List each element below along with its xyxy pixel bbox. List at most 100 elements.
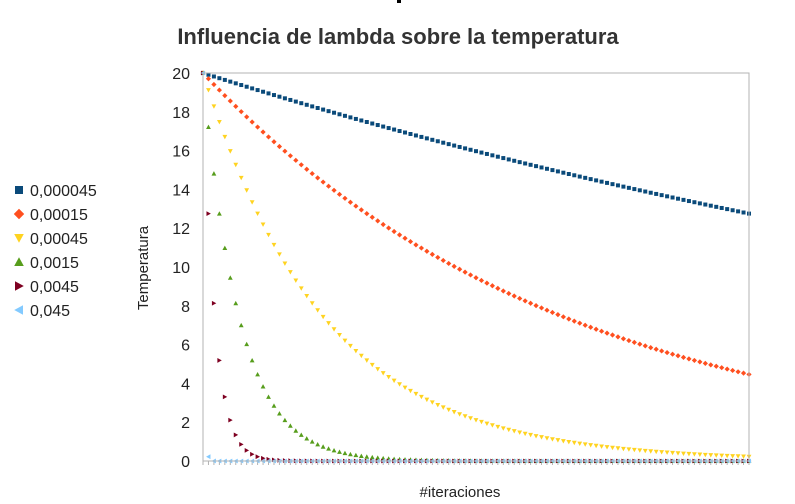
data-point <box>457 144 462 149</box>
data-point <box>227 275 233 280</box>
data-point <box>582 322 588 328</box>
data-point <box>566 171 571 176</box>
y-tick-label: 8 <box>181 299 190 316</box>
data-point <box>403 130 408 135</box>
data-point <box>735 369 741 375</box>
data-point <box>244 341 250 347</box>
data-point <box>315 175 321 181</box>
data-point <box>555 438 561 443</box>
data-point <box>336 191 343 197</box>
data-point <box>681 451 686 457</box>
data-point <box>222 92 228 99</box>
data-point <box>266 91 271 96</box>
data-point <box>588 177 593 182</box>
data-point <box>222 77 227 82</box>
data-point <box>484 421 490 427</box>
y-tick-label: 10 <box>172 260 190 277</box>
data-point <box>227 149 233 154</box>
data-point <box>238 109 244 115</box>
data-point <box>452 143 457 148</box>
data-point <box>337 333 342 338</box>
data-point <box>293 278 299 283</box>
data-point <box>523 161 528 166</box>
data-point <box>500 288 506 294</box>
data-point <box>348 343 353 349</box>
data-point <box>233 432 239 438</box>
data-point <box>648 344 654 351</box>
data-point <box>211 104 217 109</box>
data-point <box>392 127 397 132</box>
data-point <box>358 353 364 359</box>
data-point <box>402 235 408 241</box>
data-point <box>680 354 687 360</box>
data-point <box>391 228 397 235</box>
data-point <box>708 453 714 458</box>
data-point <box>380 371 386 376</box>
data-point <box>550 437 555 442</box>
data-point <box>615 334 621 340</box>
data-point <box>320 444 326 449</box>
data-point <box>561 170 566 175</box>
y-axis-ticks: 0 2 4 6 8 10 12 14 16 18 20 <box>172 66 190 471</box>
data-point <box>342 450 348 456</box>
data-point <box>495 424 501 430</box>
data-point <box>702 452 708 458</box>
data-point <box>609 332 616 338</box>
data-point <box>375 367 381 372</box>
data-point <box>631 339 637 345</box>
data-point <box>571 440 577 446</box>
data-point <box>424 136 429 141</box>
data-point <box>260 129 266 135</box>
data-point <box>331 187 337 193</box>
data-point <box>397 129 402 134</box>
data-point <box>244 188 250 193</box>
data-point <box>332 110 337 115</box>
data-point <box>511 429 517 434</box>
data-point <box>419 134 424 139</box>
y-tick-label: 2 <box>181 415 190 432</box>
data-point <box>495 285 501 291</box>
data-point <box>244 447 250 453</box>
data-point <box>271 242 277 248</box>
data-point <box>244 84 249 89</box>
data-point <box>227 98 233 104</box>
data-point <box>697 359 703 365</box>
data-point <box>342 338 348 343</box>
data-point <box>593 326 599 332</box>
data-point <box>605 180 610 185</box>
data-point <box>353 452 359 458</box>
data-point <box>320 179 326 185</box>
data-point <box>626 337 632 344</box>
data-point <box>730 454 736 459</box>
data-point <box>670 450 675 456</box>
data-point <box>217 358 222 363</box>
data-point <box>205 76 212 82</box>
data-point <box>686 199 691 204</box>
data-point <box>408 131 413 136</box>
data-point <box>735 454 741 459</box>
data-point <box>588 324 594 330</box>
y-tick-label: 4 <box>181 376 190 393</box>
data-point <box>413 391 419 397</box>
data-point <box>730 367 736 374</box>
data-point <box>277 252 282 257</box>
data-point <box>686 451 692 457</box>
data-point <box>664 349 670 356</box>
data-point <box>594 178 599 183</box>
data-point <box>369 454 375 460</box>
data-point <box>725 207 730 212</box>
data-point <box>266 232 271 238</box>
data-point <box>457 412 463 417</box>
data-point <box>211 300 217 306</box>
data-point <box>669 351 676 357</box>
data-point <box>506 427 512 433</box>
data-point <box>358 207 364 213</box>
data-point <box>331 327 337 332</box>
data-point <box>446 260 452 267</box>
data-point <box>238 322 244 328</box>
data-point <box>654 191 659 196</box>
data-point <box>484 151 489 156</box>
data-point <box>676 196 681 201</box>
data-point <box>533 302 539 309</box>
data-point <box>331 447 337 453</box>
